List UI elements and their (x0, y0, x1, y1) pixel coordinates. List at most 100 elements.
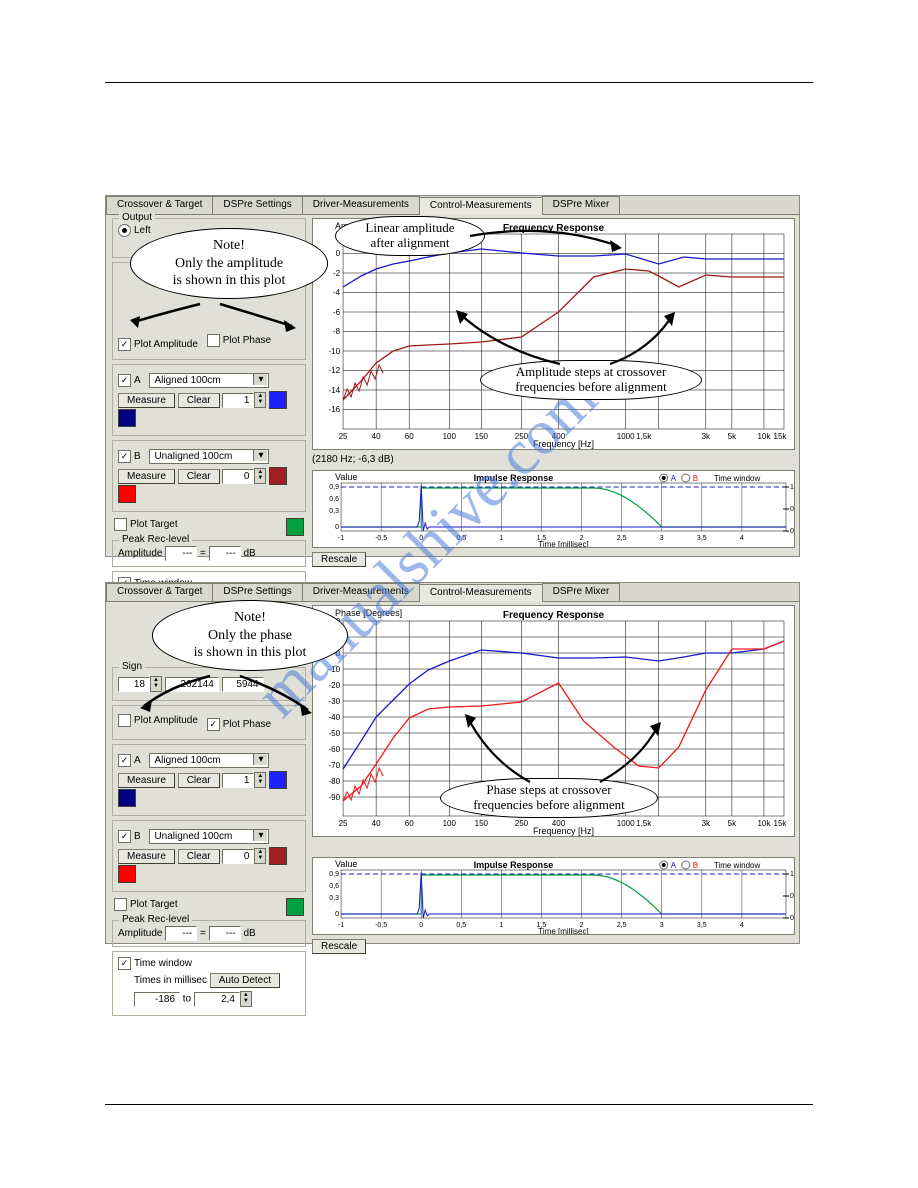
target-color-2[interactable] (286, 898, 304, 916)
svg-text:-70: -70 (328, 761, 340, 770)
series-b-check[interactable]: ✓B (118, 450, 141, 463)
svg-text:15k: 15k (774, 432, 788, 441)
series-b-group-2: ✓B Unaligned 100cm Measure Clear 0▲▼ (112, 820, 306, 892)
svg-text:0: 0 (790, 915, 794, 922)
series-b-color2[interactable] (118, 485, 136, 503)
plot-target-check-2[interactable]: Plot Target (114, 898, 178, 911)
tab-control-measurements-2[interactable]: Control-Measurements (419, 584, 543, 602)
svg-text:B: B (693, 861, 698, 870)
series-b-dropdown[interactable]: Unaligned 100cm (149, 449, 269, 464)
series-b-color1[interactable] (269, 467, 287, 485)
svg-text:-40: -40 (328, 713, 340, 722)
series-b-dropdown-2[interactable]: Unaligned 100cm (149, 829, 269, 844)
timewindow-group-2: ✓Time window Times in millisec Auto Dete… (112, 951, 306, 1016)
tab-dspre-mixer[interactable]: DSPre Mixer (542, 196, 621, 214)
tab-driver-measurements-2[interactable]: Driver-Measurements (302, 583, 420, 601)
tab-dspre-settings-2[interactable]: DSPre Settings (212, 583, 302, 601)
svg-text:0,5: 0,5 (456, 535, 466, 542)
timewindow-to-2[interactable]: 2,4 (194, 992, 240, 1007)
timewindow-check-2[interactable]: ✓Time window (118, 957, 192, 970)
svg-text:-80: -80 (328, 777, 340, 786)
series-a-clear-button-2[interactable]: Clear (178, 773, 220, 788)
phase-xlabel: Frequency [Hz] (533, 826, 594, 836)
series-b-measure-button-2[interactable]: Measure (118, 849, 175, 864)
series-a-color1[interactable] (269, 391, 287, 409)
svg-text:-14: -14 (328, 386, 340, 395)
series-a-check-2[interactable]: ✓A (118, 754, 141, 767)
svg-text:3,5: 3,5 (697, 922, 707, 929)
peak-db-label: dB (243, 548, 255, 559)
svg-text:4: 4 (740, 922, 744, 929)
tab-bar: Crossover & Target DSPre Settings Driver… (106, 196, 799, 215)
svg-text:-2: -2 (333, 269, 341, 278)
peak-group-2: Peak Rec-level Amplitude --- = --- dB (112, 920, 306, 947)
svg-text:-8: -8 (333, 327, 341, 336)
series-b-group: ✓B Unaligned 100cm Measure Clear 0▲▼ (112, 440, 306, 512)
series-b-measure-button[interactable]: Measure (118, 469, 175, 484)
series-b-color2-2[interactable] (118, 865, 136, 883)
svg-text:3,5: 3,5 (697, 535, 707, 542)
series-b-clear-button-2[interactable]: Clear (178, 849, 220, 864)
series-a-group-2: ✓A Aligned 100cm Measure Clear 1▲▼ (112, 744, 306, 816)
series-b-color1-2[interactable] (269, 847, 287, 865)
series-b-clear-button[interactable]: Clear (178, 469, 220, 484)
svg-text:-0,5: -0,5 (375, 922, 387, 929)
tab-crossover-2[interactable]: Crossover & Target (106, 583, 213, 601)
svg-text:0,3: 0,3 (329, 508, 339, 515)
series-a-color2-2[interactable] (118, 789, 136, 807)
svg-text:3: 3 (660, 535, 664, 542)
svg-text:3: 3 (660, 922, 664, 929)
peak-db-label-2: dB (243, 928, 255, 939)
series-a-dropdown-2[interactable]: Aligned 100cm (149, 753, 269, 768)
svg-text:-30: -30 (328, 697, 340, 706)
callout-amplitude-note: Note! Only the amplitude is shown in thi… (130, 228, 328, 299)
peak-amp-label: Amplitude (118, 548, 162, 559)
series-a-measure-button[interactable]: Measure (118, 393, 175, 408)
series-a-measure-button-2[interactable]: Measure (118, 773, 175, 788)
svg-text:0,5: 0,5 (456, 922, 466, 929)
series-b-spin-2[interactable]: 0 (222, 849, 254, 864)
imp-grid (381, 483, 742, 531)
series-a-color2[interactable] (118, 409, 136, 427)
svg-text:15k: 15k (774, 819, 788, 828)
series-b-check-2[interactable]: ✓B (118, 830, 141, 843)
plot-target-check[interactable]: Plot Target (114, 518, 178, 531)
svg-text:40: 40 (372, 819, 381, 828)
svg-text:1000: 1000 (617, 432, 635, 441)
tab-driver-measurements[interactable]: Driver-Measurements (302, 196, 420, 214)
svg-text:0: 0 (336, 249, 341, 258)
svg-text:-6: -6 (333, 308, 341, 317)
svg-text:0: 0 (335, 524, 339, 531)
target-color[interactable] (286, 518, 304, 536)
tab-dspre-mixer-2[interactable]: DSPre Mixer (542, 583, 621, 601)
tab-dspre-settings[interactable]: DSPre Settings (212, 196, 302, 214)
peak-val1: --- (165, 546, 197, 561)
imp-ylabel-2: Value (335, 859, 357, 869)
series-a-spin[interactable]: 1 (222, 393, 254, 408)
series-a-color1-2[interactable] (269, 771, 287, 789)
rescale-button-2[interactable]: Rescale (312, 939, 366, 954)
svg-text:A: A (671, 861, 677, 870)
svg-text:150: 150 (475, 819, 489, 828)
svg-text:2,5: 2,5 (617, 535, 627, 542)
imp-legend: A B Time window (660, 474, 761, 483)
svg-text:1: 1 (790, 871, 794, 878)
timewindow-sublabel-2: Times in millisec (134, 975, 207, 986)
series-a-check[interactable]: ✓A (118, 374, 141, 387)
tab-control-measurements[interactable]: Control-Measurements (419, 197, 543, 215)
svg-text:3k: 3k (702, 432, 711, 441)
series-a-group: ✓A Aligned 100cm Measure Clear 1▲▼ (112, 364, 306, 436)
series-a-spin-2[interactable]: 1 (222, 773, 254, 788)
series-a-dropdown[interactable]: Aligned 100cm (149, 373, 269, 388)
series-a-clear-button[interactable]: Clear (178, 393, 220, 408)
series-b-spin[interactable]: 0 (222, 469, 254, 484)
tab-bar-2: Crossover & Target DSPre Settings Driver… (106, 583, 799, 602)
timewindow-from-2[interactable]: -186 (134, 992, 180, 1007)
output-left-radio[interactable]: Left (118, 224, 151, 237)
rescale-button[interactable]: Rescale (312, 552, 366, 567)
svg-text:4: 4 (740, 535, 744, 542)
svg-text:-12: -12 (328, 366, 340, 375)
svg-text:0,6: 0,6 (329, 496, 339, 503)
imp-series-line (341, 485, 786, 531)
autodetect-button-2[interactable]: Auto Detect (210, 973, 280, 988)
